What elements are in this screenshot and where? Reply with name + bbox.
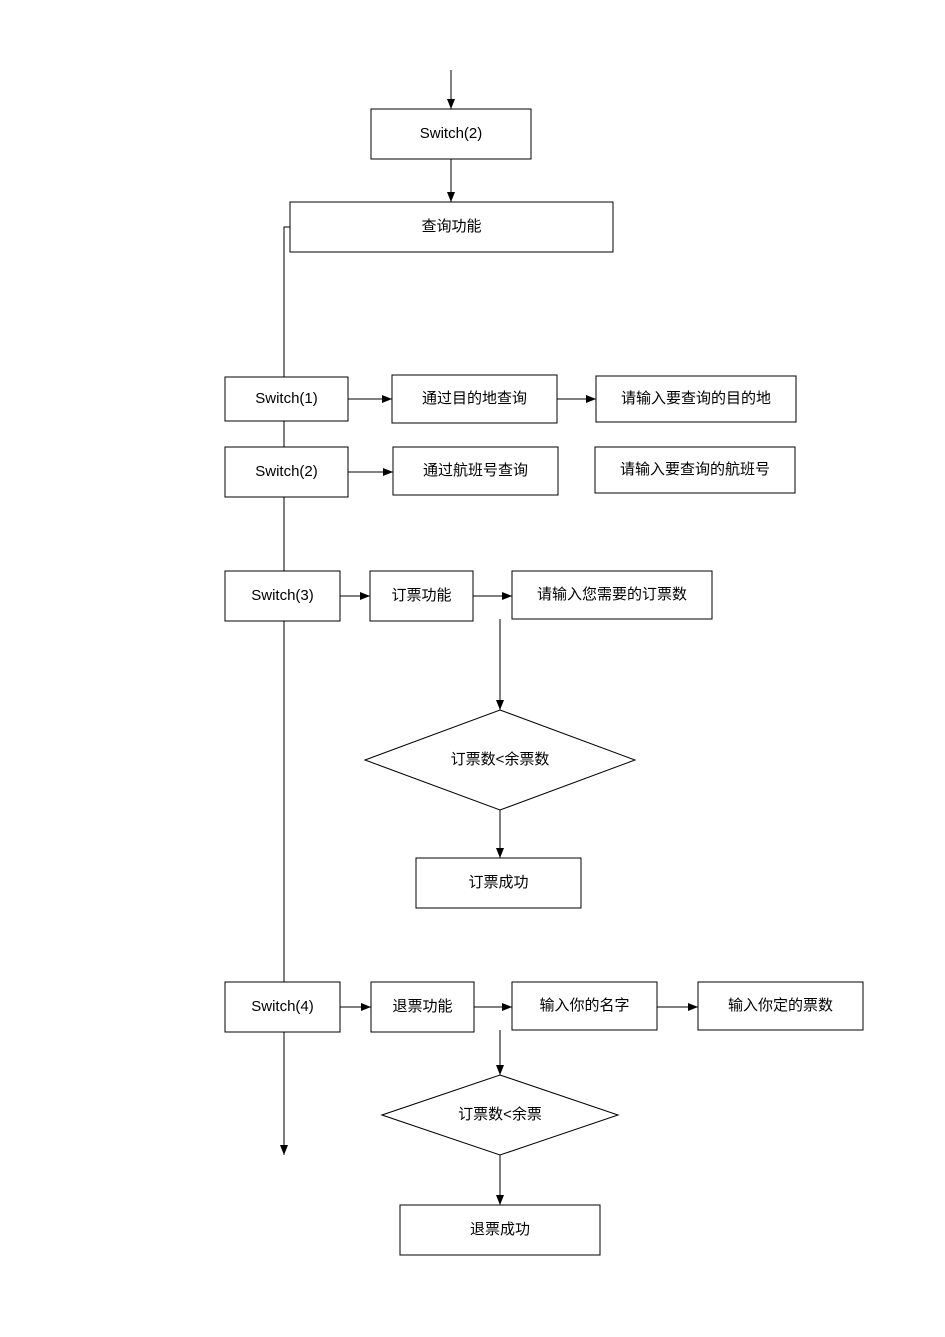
node-label-sw3: Switch(3) <box>251 587 314 604</box>
node-inDest: 请输入要查询的目的地 <box>596 376 796 422</box>
node-sw2a: Switch(2) <box>371 109 531 159</box>
node-label-sw2b: Switch(2) <box>255 463 318 480</box>
node-refOK: 退票成功 <box>400 1205 600 1255</box>
edge-e-book-inCnt <box>473 592 512 600</box>
node-label-byFno: 通过航班号查询 <box>423 462 528 479</box>
node-byDest: 通过目的地查询 <box>392 375 557 423</box>
node-label-cond2: 订票数<余票 <box>458 1105 542 1123</box>
node-label-sw2a: Switch(2) <box>420 125 483 142</box>
node-refund: 退票功能 <box>371 982 474 1032</box>
edge-e-inName-inYour <box>657 1003 698 1011</box>
edge-e-sw4-refund <box>340 1003 371 1011</box>
node-sw3: Switch(3) <box>225 571 340 621</box>
node-inCnt: 请输入您需要的订票数 <box>512 571 712 619</box>
node-label-cond1: 订票数<余票数 <box>451 750 550 768</box>
node-sw2b: Switch(2) <box>225 447 348 497</box>
edge-e-cond1-bookOK <box>496 810 504 858</box>
node-book: 订票功能 <box>370 571 473 621</box>
edge-e-sw1-byDest <box>348 395 392 403</box>
nodes-layer: Switch(2) 查询功能 Switch(1) 通过目的地查询 请输入要查询的目的地 S… <box>225 109 863 1255</box>
node-label-refund: 退票功能 <box>392 998 452 1015</box>
node-label-sw4: Switch(4) <box>251 998 314 1015</box>
edge-e-sw2b-byFno <box>348 468 393 476</box>
node-label-inFno: 请输入要查询的航班号 <box>620 461 770 478</box>
node-cond1: 订票数<余票数 <box>365 710 635 810</box>
node-sw1: Switch(1) <box>225 377 348 421</box>
node-inYour: 输入你定的票数 <box>698 982 863 1030</box>
node-query: 查询功能 <box>290 202 613 252</box>
edge-e-byDest-inDest <box>557 395 596 403</box>
edge-e-sw2a-query <box>447 159 455 202</box>
edge-e-refund-cond2 <box>496 1030 504 1075</box>
node-label-query: 查询功能 <box>421 218 481 235</box>
node-label-inName: 输入你的名字 <box>539 997 629 1014</box>
node-label-inDest: 请输入要查询的目的地 <box>621 390 771 407</box>
node-label-refOK: 退票成功 <box>470 1221 530 1238</box>
flowchart-canvas: Switch(2) 查询功能 Switch(1) 通过目的地查询 请输入要查询的目的地 S… <box>0 0 945 1337</box>
node-label-book: 订票功能 <box>391 587 451 604</box>
node-sw4: Switch(4) <box>225 982 340 1032</box>
edge-e-top-sw2a <box>447 70 455 109</box>
node-cond2: 订票数<余票 <box>382 1075 618 1155</box>
node-label-sw1: Switch(1) <box>255 390 318 407</box>
node-label-bookOK: 订票成功 <box>468 874 528 891</box>
node-inFno: 请输入要查询的航班号 <box>595 447 795 493</box>
node-inName: 输入你的名字 <box>512 982 657 1030</box>
edge-e-query-sw1-wrap <box>225 227 290 399</box>
node-label-inCnt: 请输入您需要的订票数 <box>537 586 687 603</box>
edge-e-sw3-book <box>340 592 370 600</box>
node-bookOK: 订票成功 <box>416 858 581 908</box>
node-byFno: 通过航班号查询 <box>393 447 558 495</box>
edge-e-cond2-refOK <box>496 1155 504 1205</box>
node-label-inYour: 输入你定的票数 <box>728 997 833 1014</box>
edge-e-inCnt-cond1 <box>496 619 504 710</box>
node-label-byDest: 通过目的地查询 <box>422 390 527 407</box>
edge-e-refund-inName <box>474 1003 512 1011</box>
